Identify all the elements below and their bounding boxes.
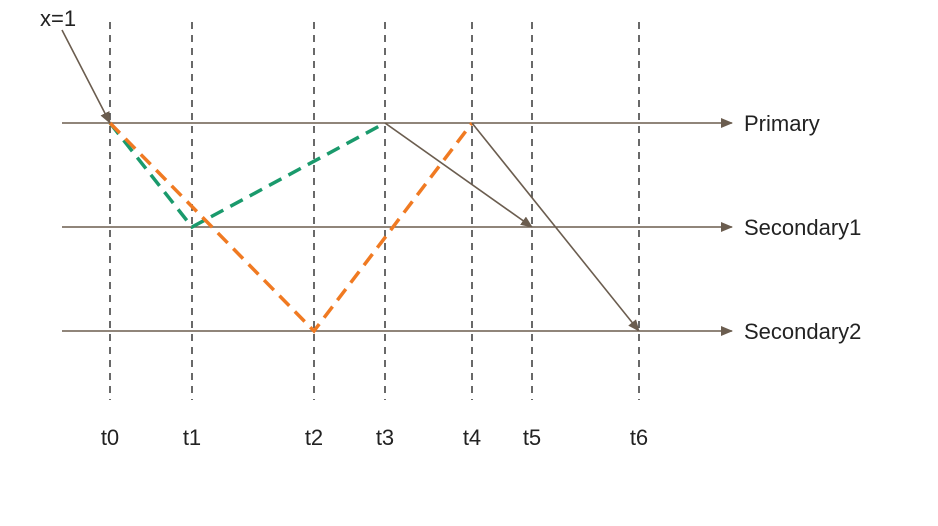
time-label-t1: t1 [183,425,201,450]
time-label-t6: t6 [630,425,648,450]
time-label-t2: t2 [305,425,323,450]
replicate-arrow-secondary1 [384,122,533,228]
secondary1-label: Secondary1 [744,215,861,240]
green-dashed-path [108,121,386,230]
time-label-t4: t4 [463,425,481,450]
time-label-t0: t0 [101,425,119,450]
time-label-t5: t5 [523,425,541,450]
time-label-t3: t3 [376,425,394,450]
write-annotation: x=1 [40,6,76,31]
write-arrow [61,29,111,124]
primary-label: Primary [744,111,820,136]
orange-dashed-path [108,121,474,334]
replicate-arrow-secondary2 [471,122,640,332]
secondary2-label: Secondary2 [744,319,861,344]
